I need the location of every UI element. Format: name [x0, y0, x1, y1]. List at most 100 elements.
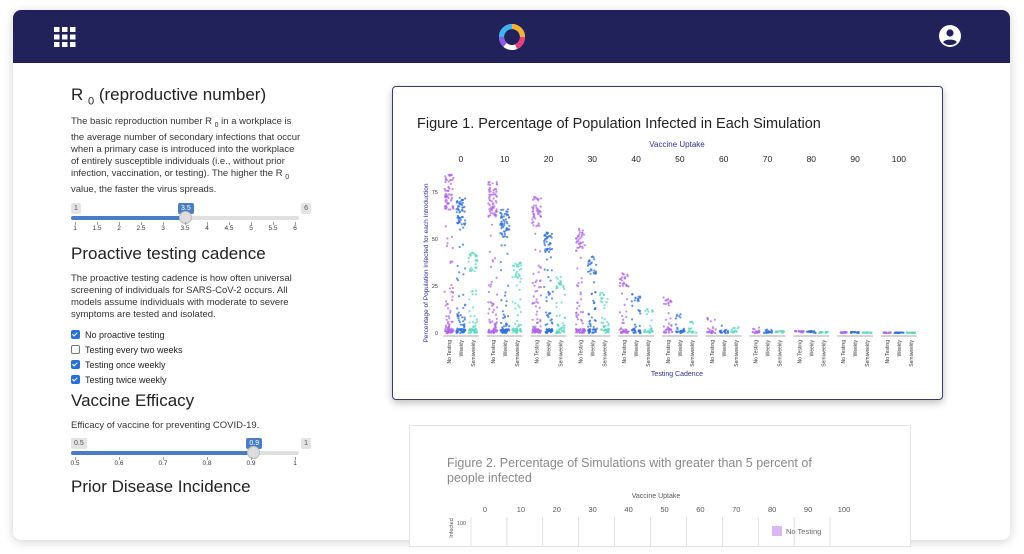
vaccine-slider-track[interactable]	[71, 451, 299, 456]
data-point	[444, 324, 448, 327]
checkbox[interactable]	[71, 360, 80, 370]
data-point	[707, 330, 711, 334]
data-point	[491, 206, 495, 209]
data-point	[490, 209, 494, 212]
data-point	[514, 330, 517, 333]
data-point	[575, 316, 578, 319]
data-point	[581, 231, 584, 235]
data-point	[751, 330, 754, 334]
data-point	[637, 299, 640, 303]
data-point	[548, 328, 552, 332]
slider-tick-label: 3	[161, 225, 165, 233]
data-point	[487, 202, 490, 205]
data-point	[550, 247, 554, 251]
data-point	[517, 304, 520, 307]
data-point	[492, 191, 495, 194]
x-tick-label: Weekly	[459, 340, 465, 357]
data-point	[662, 302, 666, 305]
testing-option-2[interactable]: Testing once weekly	[71, 357, 311, 372]
data-point	[516, 314, 519, 317]
data-point	[902, 331, 905, 335]
data-point	[489, 234, 492, 237]
data-point	[519, 277, 523, 280]
data-point	[600, 316, 604, 319]
data-point	[495, 317, 498, 320]
data-point	[623, 276, 626, 279]
data-point	[633, 327, 636, 330]
facet-label: 40	[631, 154, 641, 164]
data-point	[495, 293, 499, 296]
data-point	[532, 204, 536, 207]
testing-option-3[interactable]: Testing twice weekly	[71, 372, 311, 387]
data-point	[503, 212, 506, 215]
checkbox[interactable]	[71, 375, 80, 385]
testing-option-0[interactable]: No proactive testing	[71, 327, 311, 342]
ring-logo-icon[interactable]	[498, 23, 526, 51]
data-point	[632, 331, 635, 334]
data-point	[752, 327, 755, 331]
data-point	[517, 265, 520, 268]
checkbox-label: Testing every two weeks	[85, 344, 183, 355]
data-point	[455, 277, 458, 280]
figure2-facet-label: 50	[660, 505, 668, 514]
x-tick-label: No Testing	[666, 340, 672, 364]
vaccine-slider-handle[interactable]	[246, 446, 260, 460]
x-tick-label: No Testing	[622, 340, 628, 364]
testing-option-1[interactable]: Testing every two weeks	[71, 342, 311, 357]
data-point	[449, 179, 452, 182]
data-point	[667, 312, 670, 315]
data-point	[675, 330, 679, 334]
data-point	[602, 293, 606, 296]
data-point	[550, 232, 553, 235]
vaccine-efficacy-slider[interactable]: 0.5 1 0.9 0.5 0.6 0.7 0.8 0.9 1	[70, 438, 311, 472]
data-point	[501, 310, 504, 313]
data-point	[606, 297, 609, 301]
r0-slider[interactable]: 1 6 3.5 1 1.5 2 2.5 3 3.5 4 4.5 5 5.5 6	[71, 203, 311, 237]
data-point	[558, 328, 562, 331]
data-point	[559, 275, 562, 278]
data-point	[556, 323, 559, 326]
data-point	[631, 293, 634, 296]
data-point	[475, 320, 479, 323]
checkbox[interactable]	[71, 330, 80, 340]
data-point	[499, 260, 502, 264]
slider-tick-label: 0.9	[246, 460, 256, 468]
data-point	[588, 330, 591, 333]
data-point	[667, 304, 670, 307]
data-point	[502, 208, 505, 211]
account-circle-icon[interactable]	[938, 24, 962, 48]
data-point	[579, 237, 582, 240]
data-point	[580, 318, 583, 321]
data-point	[451, 178, 454, 181]
data-point	[683, 330, 686, 333]
data-point	[461, 206, 464, 209]
data-point	[869, 331, 872, 335]
data-point	[714, 328, 717, 331]
data-point	[637, 308, 640, 312]
data-point	[472, 325, 475, 328]
data-point	[577, 284, 580, 288]
data-point	[508, 325, 511, 328]
data-point	[594, 330, 598, 333]
data-point	[452, 176, 455, 179]
data-point	[620, 292, 624, 295]
data-point	[494, 214, 497, 217]
data-point	[445, 189, 448, 192]
data-point	[593, 269, 596, 272]
data-point	[489, 211, 492, 215]
data-point	[625, 298, 629, 301]
data-point	[488, 208, 491, 211]
data-point	[730, 328, 733, 331]
grid-apps-icon[interactable]	[53, 26, 77, 48]
data-point	[546, 236, 549, 239]
checkbox[interactable]	[71, 345, 80, 355]
x-tick-label: No Testing	[885, 340, 891, 364]
data-point	[866, 331, 869, 334]
data-point	[452, 207, 455, 210]
data-point	[489, 265, 493, 268]
figure2-facet-label: 60	[696, 505, 704, 514]
data-point	[457, 215, 460, 218]
data-point	[500, 321, 503, 325]
data-point	[557, 331, 561, 334]
testing-checkbox-group: No proactive testing Testing every two we…	[71, 327, 311, 387]
